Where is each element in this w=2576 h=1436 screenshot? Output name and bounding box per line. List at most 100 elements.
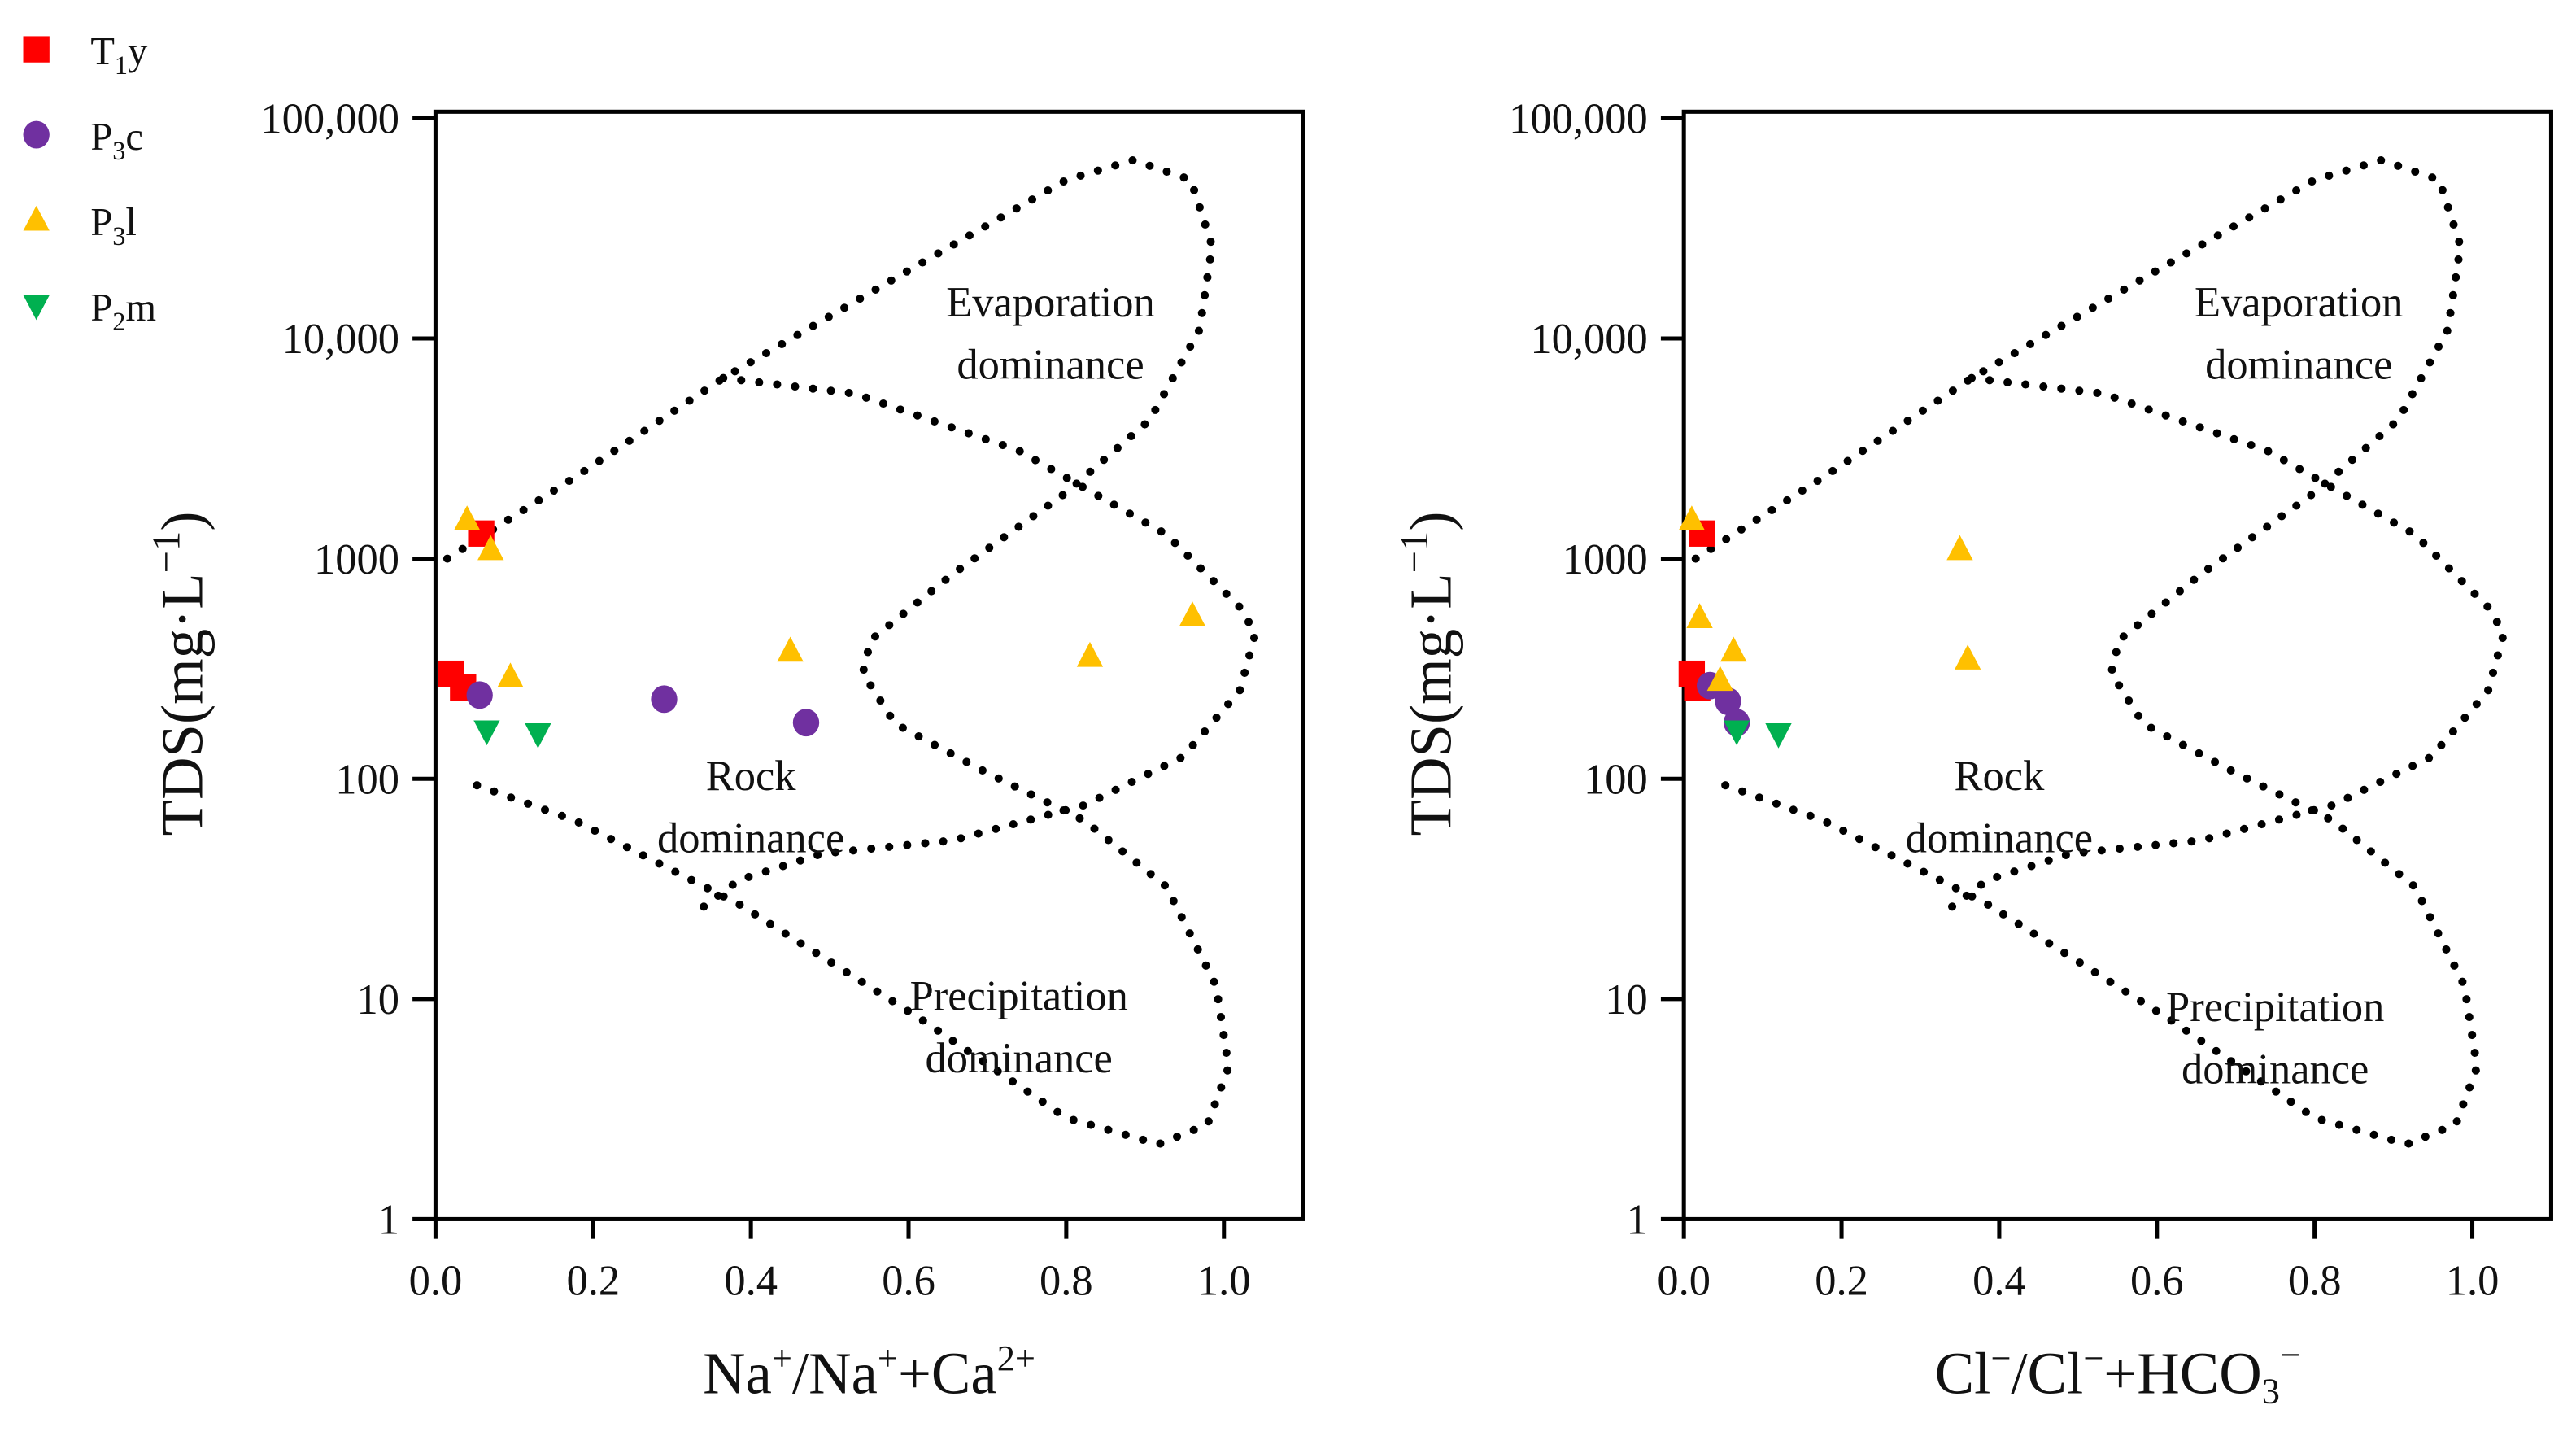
x-axis-title-sup: 2+ [997, 1338, 1035, 1378]
region-label: Evaporation dominance [2195, 279, 2404, 389]
data-point-P3c [1715, 687, 1741, 715]
x-axis-title-part: Na [703, 1340, 772, 1406]
region-label-line: dominance [1906, 814, 2093, 862]
y-tick-label: 100 [1584, 756, 1648, 803]
region-label-line: dominance [2182, 1046, 2369, 1093]
data-point-P3c [792, 709, 820, 737]
region-label: Rock dominance [1906, 753, 2093, 862]
legend-label-sub: 3 [112, 136, 125, 165]
y-axis-title-main: TDS(mg·L [150, 573, 216, 836]
region-label-line: Rock [706, 753, 797, 800]
x-axis-title-sup: + [772, 1338, 792, 1378]
data-point-P3l [777, 636, 804, 662]
x-axis-title-sup: + [878, 1338, 898, 1378]
y-tick-label: 100,000 [260, 96, 399, 143]
plot-frame [1681, 109, 2553, 1221]
legend-marker-P3l [23, 205, 50, 231]
y-tick-label: 1 [1627, 1197, 1648, 1244]
x-tick-label: 0.8 [1040, 1257, 1093, 1304]
x-tick-label: 0.0 [1657, 1257, 1711, 1304]
data-point-P2m [1765, 723, 1792, 749]
x-axis-title-sub: 3 [2262, 1371, 2280, 1412]
region-label-line: Evaporation [2195, 279, 2404, 326]
y-axis-title: TDS(mg·L−1) [1393, 512, 1463, 836]
y-tick-label: 100,000 [1509, 96, 1648, 143]
y-axis-title-sup: −1 [145, 531, 188, 574]
region-label-line: Evaporation [946, 279, 1155, 326]
data-point-P3l [454, 505, 481, 530]
panel-cl-ratio: 1 10 100 1000 10,000 100,000 0.0 0.2 0.4 0.6 0.8 1.… [1393, 96, 2553, 1412]
x-tick-label: 0.2 [566, 1257, 620, 1304]
x-axis-title: Cl−/Cl−+HCO3− [1935, 1334, 2300, 1411]
y-tick-label: 10 [356, 976, 399, 1024]
data-point-P2m [473, 720, 500, 746]
y-tick-label: 1 [378, 1197, 399, 1244]
data-point-P3l [1678, 505, 1706, 530]
x-tick-label: 0.0 [409, 1257, 463, 1304]
plot-frame [433, 109, 1305, 1221]
data-point-P3l [1179, 601, 1206, 626]
y-axis-title-main: TDS(mg·L [1397, 573, 1463, 836]
legend-marker-P2m [23, 295, 50, 321]
data-point-P3c [651, 685, 678, 714]
legend-label-base: P [90, 286, 112, 330]
x-tick-label: 0.4 [1972, 1257, 2026, 1304]
legend-label-base: P [90, 116, 112, 159]
legend-label-sub: 1 [115, 50, 128, 80]
x-axis-title-sup: − [1990, 1338, 2011, 1378]
region-label-line: Precipitation [2166, 984, 2384, 1031]
legend-label-P3c: P3c [90, 116, 143, 165]
region-label: Precipitation dominance [910, 972, 1128, 1082]
y-tick-label: 100 [335, 756, 399, 803]
data-point-P2m [525, 723, 551, 749]
y-axis-title-sup: −1 [1393, 531, 1436, 574]
legend-label-sub: 2 [112, 307, 125, 336]
y-tick-label: 10 [1605, 976, 1648, 1024]
x-axis-title-part: /Cl [2011, 1340, 2083, 1406]
region-label-line: Rock [1955, 753, 2046, 800]
data-point-P3l [1706, 666, 1733, 692]
data-point-P3l [1076, 641, 1104, 667]
region-label-line: dominance [957, 342, 1144, 389]
region-label: Precipitation dominance [2166, 984, 2384, 1093]
y-tick-label: 10,000 [1530, 316, 1647, 363]
legend-label-sub: 3 [112, 221, 125, 251]
data-point-P3l [1946, 535, 1973, 561]
legend-label-suffix: c [125, 116, 143, 159]
x-axis-title-part: +HCO [2103, 1340, 2261, 1406]
legend-label-base: T [90, 30, 115, 73]
y-tick-label: 1000 [314, 536, 399, 583]
x-tick-label: 1.0 [2446, 1257, 2500, 1304]
x-tick-label: 0.6 [882, 1257, 935, 1304]
data-point-P3l [1686, 603, 1713, 628]
legend-label-P3l: P3l [90, 201, 137, 251]
y-tick-label: 1000 [1563, 536, 1648, 583]
region-label-line: dominance [2205, 342, 2392, 389]
x-axis-title-sup: − [2280, 1334, 2300, 1375]
y-axis-title-close: ) [1397, 512, 1463, 531]
data-point-P2m [1723, 720, 1750, 746]
x-axis-title-part: Cl [1935, 1340, 1991, 1406]
legend-label-base: P [90, 201, 112, 244]
data-point-P3l [477, 535, 504, 561]
x-tick-label: 0.8 [2288, 1257, 2342, 1304]
x-axis-title: Na+/Na++Ca2+ [703, 1338, 1035, 1406]
legend-label-T1y: T1y [90, 30, 148, 80]
data-point-P3c [466, 681, 493, 709]
legend-label-suffix: l [125, 201, 136, 244]
legend-label-P2m: P2m [90, 286, 156, 336]
data-point-P3l [1954, 644, 1981, 670]
legend-marker-T1y [23, 36, 50, 63]
x-axis-title-part: /Na [792, 1340, 878, 1406]
x-tick-label: 0.4 [724, 1257, 778, 1304]
x-tick-label: 0.2 [1815, 1257, 1868, 1304]
region-label-line: dominance [926, 1035, 1113, 1082]
x-axis-title-sup: − [2083, 1338, 2103, 1378]
legend-label-suffix: m [125, 286, 156, 330]
y-tick-label: 10,000 [282, 316, 399, 363]
x-axis-title-part: +Ca [898, 1340, 997, 1406]
region-label-line: Precipitation [910, 972, 1128, 1019]
x-tick-label: 0.6 [2130, 1257, 2184, 1304]
